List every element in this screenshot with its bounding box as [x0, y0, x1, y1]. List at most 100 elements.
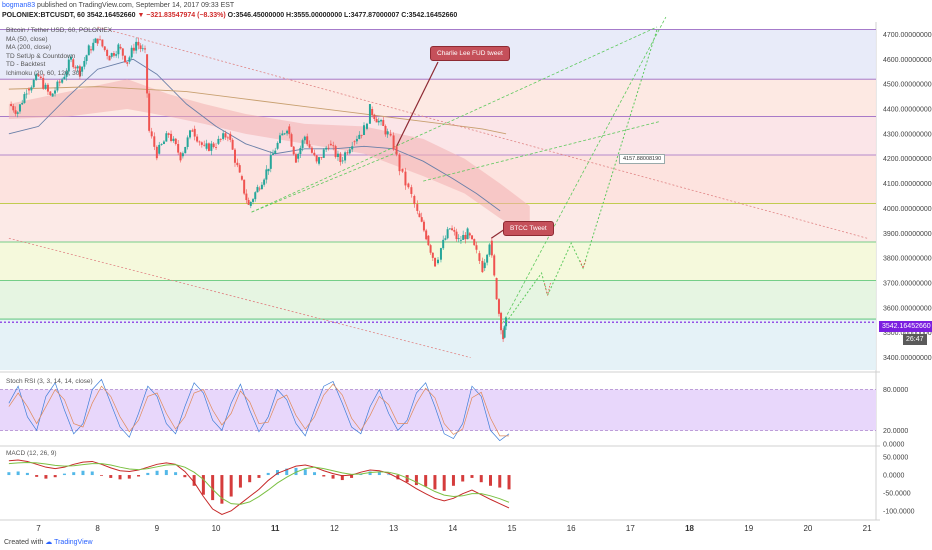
candle-body — [92, 42, 95, 51]
macd-axis-tick-label: -100.0000 — [883, 508, 915, 515]
candle-body — [294, 154, 297, 163]
candle-body — [28, 89, 31, 91]
candle-body — [101, 39, 104, 47]
candle-body — [382, 120, 385, 126]
legend-item[interactable]: MA (50, close) — [6, 35, 48, 43]
candle-body — [240, 176, 243, 180]
macd-axis-tick-label: 50.0000 — [883, 455, 908, 462]
candle-body — [490, 240, 493, 256]
candle-body — [368, 104, 371, 124]
candle-body — [453, 230, 456, 232]
channel-line — [251, 150, 400, 213]
ohlc: O:3546.45000000 H:3555.00000000 L:3477.8… — [227, 12, 458, 19]
candle-body — [144, 48, 147, 50]
candle-body — [431, 252, 434, 258]
candle-body — [148, 93, 151, 131]
date-axis-tick-label: 14 — [448, 524, 457, 533]
macd-histogram-bar — [220, 475, 224, 504]
candle-body — [207, 143, 210, 151]
trend-line — [97, 26, 868, 239]
publish-info: published on TradingView.com, September … — [37, 2, 235, 9]
candle-body — [334, 146, 337, 157]
candle-body — [274, 150, 277, 154]
candle-body — [503, 326, 506, 338]
legend-item[interactable]: MA (200, close) — [6, 44, 52, 52]
macd-histogram-bar — [433, 475, 437, 490]
macd-histogram-bar — [90, 471, 94, 476]
candle-body — [160, 144, 163, 145]
candle-body — [16, 112, 19, 114]
macd-histogram-bar — [109, 475, 113, 478]
candle-body — [457, 238, 460, 240]
candle-body — [468, 233, 471, 236]
candle-body — [222, 133, 225, 139]
macd-axis-tick-label: 0.0000 — [883, 473, 905, 480]
candle-body — [392, 135, 395, 150]
macd-signal-line — [8, 462, 510, 505]
candle-body — [112, 53, 115, 56]
candle-body — [90, 49, 93, 51]
candle-body — [128, 57, 131, 62]
legend-item[interactable]: TD SetUp & Countdown — [6, 52, 76, 60]
candle-body — [65, 71, 68, 77]
candle-body — [44, 84, 47, 89]
candle-body — [283, 133, 286, 135]
candle-body — [437, 259, 439, 264]
candle-body — [455, 231, 458, 240]
legend-item[interactable]: Bitcoin / Tether USD, 60, POLONIEX — [6, 27, 113, 34]
macd-histogram-bar — [25, 472, 29, 476]
candle-body — [12, 105, 15, 111]
candle-body — [205, 143, 208, 149]
price-axis-tick-label: 4300.00000000 — [883, 131, 932, 138]
candle-body — [179, 152, 182, 161]
candle-body — [217, 138, 220, 144]
candle-body — [54, 90, 57, 94]
projection-path — [505, 29, 658, 323]
price-axis-tick-label: 3800.00000000 — [883, 256, 932, 263]
date-axis-tick-label: 12 — [330, 524, 339, 533]
candle-body — [258, 188, 261, 190]
candle-body — [425, 230, 428, 240]
legend-item[interactable]: Ichimoku (20, 60, 120, 30) — [6, 69, 82, 77]
date-axis-tick-label: 13 — [389, 524, 398, 533]
date-axis-tick-label: 16 — [567, 524, 576, 533]
legend-item[interactable]: TD - Backtest — [6, 61, 46, 69]
trend-line — [8, 237, 471, 358]
candle-body — [355, 138, 358, 142]
candle-body — [174, 138, 177, 144]
macd-histogram-bar — [442, 475, 446, 491]
candle-body — [386, 131, 389, 135]
candle-body — [165, 133, 168, 142]
candle-body — [119, 46, 122, 49]
candle-body — [181, 153, 184, 157]
candle-body — [265, 169, 268, 180]
macd-histogram-bar — [257, 475, 261, 478]
candle-body — [256, 186, 259, 193]
charlie-lee-callout: Charlie Lee FUD tweet — [430, 46, 510, 61]
candle-body — [346, 152, 349, 154]
candle-body — [63, 76, 66, 80]
date-axis-tick-label: 20 — [803, 524, 812, 533]
macd-histogram-bar — [340, 475, 344, 481]
author-link[interactable]: bogman83 — [2, 2, 36, 9]
price-axis-tick-label: 3400.00000000 — [883, 355, 932, 362]
macd-histogram-bar — [405, 475, 409, 483]
candle-body — [410, 187, 413, 194]
candle-body — [451, 228, 454, 231]
stoch-d-line — [8, 383, 510, 437]
tradingview-brand[interactable]: TradingView — [54, 539, 93, 546]
stoch-axis-tick-label: 80.0000 — [883, 387, 908, 394]
macd-histogram-bar — [146, 472, 150, 476]
candle-body — [413, 196, 416, 205]
footer: Created with ☁ TradingView — [4, 538, 93, 546]
candle-body — [380, 120, 383, 122]
candle-body — [39, 76, 42, 78]
date-axis-tick-label: 15 — [508, 524, 517, 533]
candle-body — [481, 260, 484, 273]
candle-body — [249, 201, 252, 206]
candle-body — [18, 104, 21, 112]
last-price: 3542.16452660 — [86, 12, 136, 19]
candle-body — [363, 125, 366, 136]
price-axis-tick-label: 3900.00000000 — [883, 231, 932, 238]
